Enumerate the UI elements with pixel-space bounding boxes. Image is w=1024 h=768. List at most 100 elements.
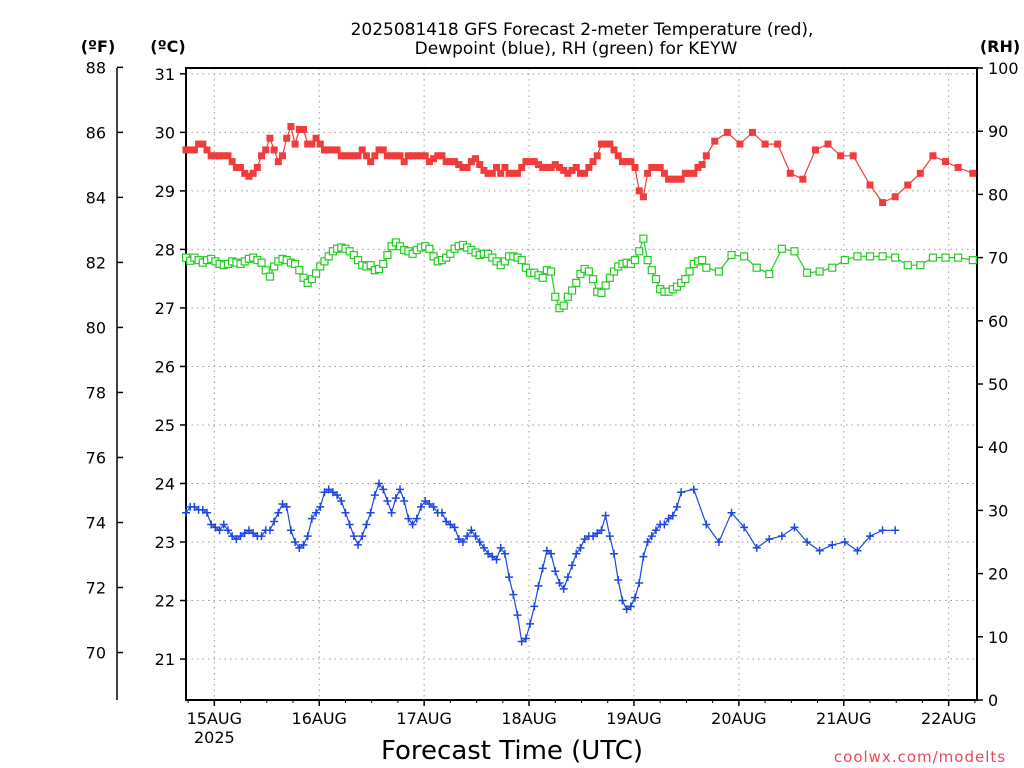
data-point [647,532,656,541]
data-point [564,169,572,177]
data-point [497,169,505,177]
data-point [702,520,711,529]
data-point [202,508,211,517]
data-point [928,253,938,262]
data-point [374,264,384,274]
data-point [774,140,782,148]
data-point [480,166,488,174]
data-point [727,250,736,260]
data-point [748,128,756,136]
data-point [538,564,547,573]
data-point [333,491,342,500]
data-point [639,193,647,201]
fahrenheit-tick-label: 76 [86,448,106,467]
data-point [240,529,249,538]
data-point [446,158,454,166]
celsius-tick-label: 23 [155,533,175,552]
data-point [278,499,287,508]
data-point [349,532,358,541]
data-point [690,169,698,177]
rh-tick-label: 60 [988,312,1008,331]
data-point [878,526,887,535]
data-point [299,540,308,549]
data-point [324,485,333,494]
data-point [257,258,266,267]
x-tick-label: 21AUG [816,709,871,728]
data-point [337,152,345,160]
data-point [333,146,341,154]
data-point [476,161,484,169]
data-point [429,252,438,261]
data-point [567,286,577,295]
data-point [622,605,631,614]
data-point [425,158,433,166]
rh-tick-label: 40 [988,438,1008,457]
data-point [265,272,275,281]
data-point [488,169,496,177]
data-point [551,161,559,169]
data-point [740,523,749,532]
data-point [417,152,425,160]
data-point [475,538,484,546]
x-tick-label: 19AUG [606,709,661,728]
data-point [605,532,614,541]
data-point [828,263,837,272]
celsius-tick-label: 24 [155,474,175,493]
data-point [542,546,551,555]
data-point [647,266,656,275]
data-point [237,163,245,171]
data-point [353,256,363,265]
data-point [568,166,576,174]
data-point [865,532,874,541]
data-point [518,163,526,171]
data-point [215,526,224,535]
data-point [207,152,215,160]
data-point [274,158,282,166]
data-point [258,152,266,160]
data-point [954,163,962,171]
data-point [623,158,631,166]
data-point [375,479,384,488]
data-point [472,155,480,163]
data-point [312,134,320,142]
data-point [387,508,396,517]
data-point [942,158,950,166]
fahrenheit-tick-label: 82 [86,253,106,272]
data-point [182,146,190,154]
x-tick-label: 22AUG [921,709,976,728]
data-point [455,161,463,169]
data-point [442,158,450,166]
data-point [681,169,689,177]
rh-tick-label: 0 [988,691,998,710]
data-point [572,278,581,287]
data-point [630,256,640,265]
data-point [602,140,610,148]
data-point [266,134,274,142]
data-point [404,152,412,160]
data-point [639,552,648,561]
data-point [777,244,786,253]
data-point [442,517,451,526]
data-point [223,526,232,535]
data-point [799,175,807,183]
data-point [534,581,543,590]
data-point [320,488,329,497]
fahrenheit-tick-label: 88 [86,58,106,77]
data-point [366,508,375,517]
data-point [916,261,925,270]
data-point [711,137,719,145]
data-point [354,152,362,160]
data-point [526,619,535,628]
data-point [211,523,220,532]
x-tick-label: 15AUG [187,709,242,728]
data-point [400,158,408,166]
data-point [635,187,643,195]
data-point [665,175,673,183]
data-point [702,263,711,272]
series-relative-humidity [181,234,977,313]
data-point [354,540,363,549]
data-point [236,532,245,541]
data-point [345,520,354,529]
data-point [698,161,706,169]
data-point [287,123,295,131]
